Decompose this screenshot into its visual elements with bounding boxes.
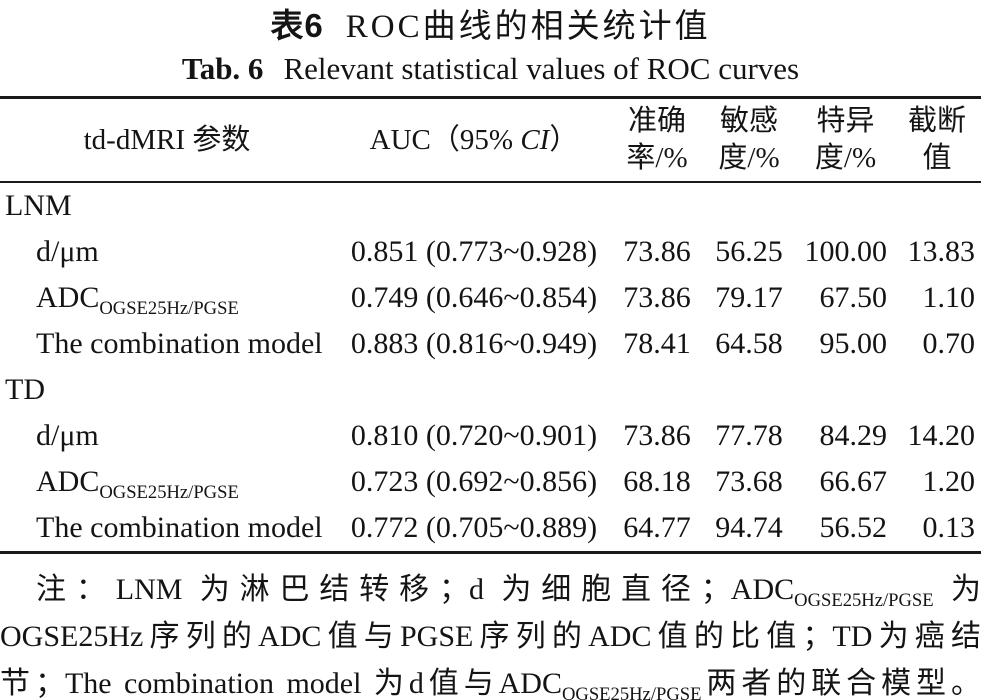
header-row: td-dMRI 参数 AUC（95% CI） 准确 率/% 敏感 度/% 特异 度/%… xyxy=(0,97,981,183)
accuracy-cell: 73.86 xyxy=(623,419,691,452)
specificity-cell: 100.00 xyxy=(804,235,888,268)
param-cell: The combination model xyxy=(36,511,323,544)
param-subscript: OGSE25Hz/PGSE xyxy=(99,482,239,504)
table-title-zh-text: ROC曲线的相关统计值 xyxy=(345,9,711,45)
table-data-row: d/μm 0.810 (0.720~0.901) 73.86 77.78 84.29 14… xyxy=(0,413,981,459)
table-note: 注：LNM 为淋巴结转移；d 为细胞直径；ADCOGSE25Hz/PGSE 为 … xyxy=(0,566,981,700)
specificity-cell: 66.67 xyxy=(819,465,888,498)
accuracy-cell: 64.77 xyxy=(623,511,691,544)
header-accuracy: 准确 率/% xyxy=(614,97,700,183)
param-subscript: OGSE25Hz/PGSE xyxy=(99,298,239,320)
accuracy-cell: 68.18 xyxy=(623,465,691,498)
table-group-row: LNM xyxy=(0,182,981,229)
table-title-en: Tab. 6 Relevant statistical values of ROC… xyxy=(0,49,981,89)
cutoff-cell: 13.83 xyxy=(907,235,976,268)
auc-cell: 0.883 (0.816~0.949) xyxy=(350,327,598,360)
param-cell: ADCOGSE25Hz/PGSE xyxy=(36,465,239,504)
specificity-cell: 67.50 xyxy=(819,281,888,314)
sensitivity-cell: 94.74 xyxy=(715,511,783,544)
note-line-1: 注：LNM 为淋巴结转移；d 为细胞直径；ADCOGSE25Hz/PGSE 为 xyxy=(36,573,981,612)
sensitivity-cell: 77.78 xyxy=(715,419,783,452)
table-data-row: The combination model 0.883 (0.816~0.949)… xyxy=(0,321,981,367)
table-number-zh: 表6 xyxy=(270,7,324,44)
table-data-row: The combination model 0.772 (0.705~0.889)… xyxy=(0,505,981,553)
sensitivity-cell: 56.25 xyxy=(715,235,783,268)
auc-cell: 0.772 (0.705~0.889) xyxy=(350,511,598,544)
roc-statistics-table: td-dMRI 参数 AUC（95% CI） 准确 率/% 敏感 度/% 特异 度/%… xyxy=(0,96,981,554)
auc-cell: 0.723 (0.692~0.856) xyxy=(350,465,598,498)
sensitivity-cell: 79.17 xyxy=(715,281,783,314)
accuracy-cell: 73.86 xyxy=(623,281,691,314)
auc-cell: 0.810 (0.720~0.901) xyxy=(350,419,598,452)
sensitivity-cell: 64.58 xyxy=(715,327,783,360)
sensitivity-cell: 73.68 xyxy=(715,465,783,498)
header-param: td-dMRI 参数 xyxy=(0,97,334,183)
table-title-zh: 表6 ROC曲线的相关统计值 xyxy=(0,0,981,49)
accuracy-cell: 73.86 xyxy=(623,235,691,268)
auc-cell: 0.851 (0.773~0.928) xyxy=(350,235,598,268)
table-title-en-text: Relevant statistical values of ROC curve… xyxy=(283,51,800,86)
adc-subscript: OGSE25Hz/PGSE xyxy=(561,684,702,700)
table-data-row: ADCOGSE25Hz/PGSE 0.749 (0.646~0.854) 73.86… xyxy=(0,275,981,321)
cutoff-cell: 1.20 xyxy=(922,465,976,498)
cutoff-cell: 1.10 xyxy=(922,281,976,314)
cutoff-cell: 0.70 xyxy=(922,327,976,360)
cutoff-cell: 0.13 xyxy=(922,511,976,544)
param-cell: d/μm xyxy=(36,235,99,268)
cutoff-cell: 14.20 xyxy=(907,419,976,452)
param-cell: The combination model xyxy=(36,327,323,360)
specificity-cell: 95.00 xyxy=(819,327,888,360)
header-cutoff: 截断值 xyxy=(893,97,981,183)
param-cell: LNM xyxy=(5,189,72,222)
table-data-row: ADCOGSE25Hz/PGSE 0.723 (0.692~0.856) 68.18… xyxy=(0,459,981,505)
note-line-3: 节；The combination model 为d值与ADCOGSE25Hz/… xyxy=(0,660,981,700)
header-auc: AUC（95% CI） xyxy=(334,97,614,183)
adc-subscript: OGSE25Hz/PGSE xyxy=(794,590,934,612)
table-header: td-dMRI 参数 AUC（95% CI） 准确 率/% 敏感 度/% 特异 度/%… xyxy=(0,97,981,183)
header-specificity: 特异 度/% xyxy=(798,97,893,183)
param-cell: ADCOGSE25Hz/PGSE xyxy=(36,281,239,320)
note-line-2: OGSE25Hz序列的ADC值与PGSE序列的ADC值的比值；TD为癌结 xyxy=(0,620,981,653)
param-cell: TD xyxy=(5,373,45,406)
table-number-en: Tab. 6 xyxy=(181,51,264,86)
auc-cell: 0.749 (0.646~0.854) xyxy=(350,281,598,314)
table-body: LNM d/μm 0.851 (0.773~0.928) 73.86 56.25 100.… xyxy=(0,182,981,553)
table-data-row: d/μm 0.851 (0.773~0.928) 73.86 56.25 100.00 1… xyxy=(0,229,981,275)
accuracy-cell: 78.41 xyxy=(623,327,691,360)
param-cell: d/μm xyxy=(36,419,99,452)
table-group-row: TD xyxy=(0,367,981,413)
specificity-cell: 84.29 xyxy=(819,419,888,452)
header-sensitivity: 敏感 度/% xyxy=(700,97,798,183)
specificity-cell: 56.52 xyxy=(819,511,888,544)
